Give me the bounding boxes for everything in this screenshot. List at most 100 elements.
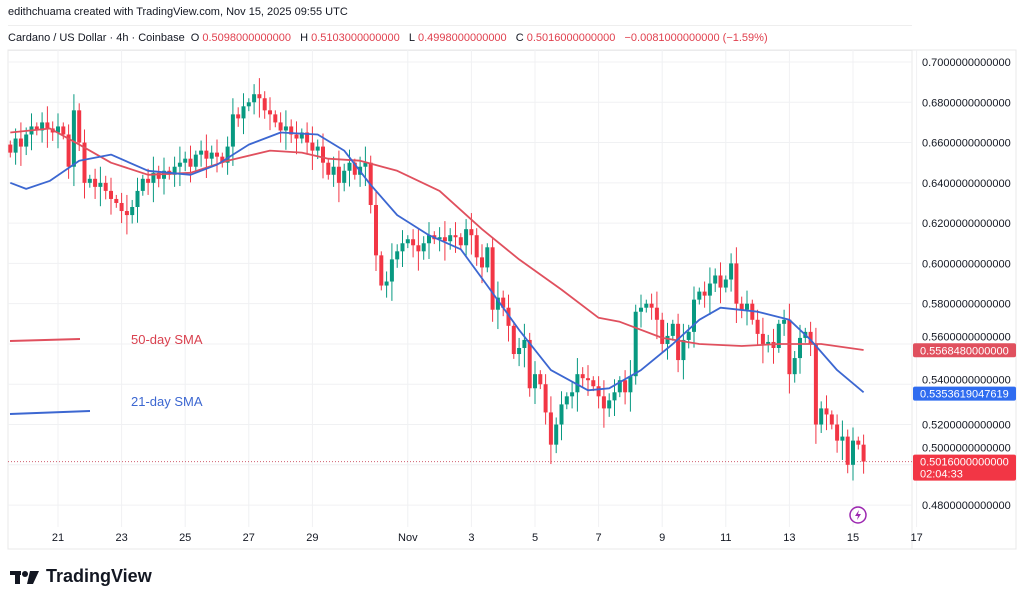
candle-body — [177, 162, 182, 167]
candle-up — [792, 351, 797, 383]
sma50-legend-label: 50-day SMA — [131, 332, 203, 347]
x-tick-label: 13 — [783, 532, 795, 544]
candle-up — [172, 156, 177, 187]
x-tick-label: 11 — [720, 532, 731, 544]
candle-up — [13, 128, 18, 165]
candle-up — [517, 337, 522, 367]
candle-down — [835, 414, 840, 453]
candle-down — [543, 374, 548, 425]
candle-up — [633, 304, 638, 385]
candle-down — [649, 293, 654, 320]
sma50-price-tag-bg — [913, 343, 1016, 358]
candle-up — [819, 401, 824, 433]
candle-body — [140, 178, 145, 191]
candle-down — [511, 321, 516, 359]
candle-up — [554, 417, 559, 454]
candle-up — [607, 393, 612, 417]
sma21-line — [9, 131, 865, 393]
candle-body — [480, 257, 484, 268]
candle-down — [305, 122, 310, 155]
price-axis: 0.7000000000000 0.6800000000000 0.66000000… — [922, 57, 1011, 512]
candle-down — [416, 229, 421, 271]
candle-body — [861, 444, 866, 462]
candle-up — [464, 219, 469, 258]
candle-body — [437, 237, 442, 240]
time-axis: 21 23 25 27 29 Nov 3 5 7 9 11 13 15 17 — [52, 532, 923, 544]
candle-up — [697, 287, 702, 305]
candle-body — [236, 114, 241, 119]
candle-body — [453, 235, 458, 238]
candle-body — [352, 162, 357, 175]
candle-down — [236, 107, 241, 127]
candle-body — [745, 303, 749, 310]
candle-up — [299, 128, 304, 144]
candle-up — [559, 391, 564, 441]
candle-up — [776, 319, 781, 353]
candle-down — [824, 395, 829, 431]
candle-up — [177, 146, 182, 187]
sma21-legend-label: 21-day SMA — [131, 394, 203, 409]
lightning-icon[interactable] — [849, 506, 867, 524]
candle-body — [559, 404, 564, 425]
candle-down — [268, 97, 272, 131]
candle-down — [379, 251, 384, 291]
candle-down — [474, 228, 479, 266]
candle-body — [225, 146, 230, 163]
x-tick-label: 9 — [659, 532, 665, 544]
candles — [8, 78, 866, 481]
candle-body — [660, 319, 665, 344]
candle-up — [199, 140, 204, 167]
candle-up — [29, 113, 34, 151]
candle-body — [146, 178, 151, 183]
ohlc-low: L 0.4998000000000 — [408, 32, 507, 44]
candle-up — [151, 156, 156, 203]
candle-down — [124, 194, 129, 235]
price-tags: 0.5568480000000 0.5353619047619 0.50160000… — [913, 343, 1016, 481]
y-tick-label: 0.7000000000000 — [922, 57, 1011, 69]
candle-body — [490, 247, 495, 310]
candle-down — [623, 370, 628, 405]
candle-down — [66, 124, 71, 179]
candle-body — [241, 106, 246, 119]
symbol-title[interactable]: Cardano / US Dollar · 4h · Coinbase — [8, 32, 185, 44]
sma21-price-tag: 0.5353619047619 — [920, 389, 1009, 401]
candle-body — [262, 98, 267, 111]
sma50-line — [10, 127, 864, 351]
candle-body — [554, 424, 559, 445]
candle-body — [845, 436, 850, 465]
candle-body — [183, 158, 188, 163]
candle-body — [77, 110, 82, 143]
candle-body — [607, 400, 612, 409]
candle-body — [617, 380, 622, 393]
candle-down — [204, 134, 209, 179]
candle-up — [495, 281, 500, 330]
candle-up — [252, 84, 257, 115]
y-tick-label: 0.6600000000000 — [922, 138, 1011, 150]
x-tick-label: Nov — [398, 532, 418, 544]
candle-up — [522, 323, 527, 368]
candle-body — [464, 229, 469, 246]
candle-body — [119, 202, 124, 212]
candle-up — [665, 322, 670, 360]
candle-up — [670, 319, 675, 341]
candle-body — [384, 281, 389, 286]
tradingview-wordmark: TradingView — [46, 566, 152, 586]
candle-body — [109, 190, 113, 199]
candle-body — [575, 374, 580, 393]
tradingview-logo[interactable]: TradingView — [10, 566, 152, 587]
x-tick-label: 23 — [115, 532, 127, 544]
candle-body — [405, 239, 410, 244]
candle-body — [570, 392, 575, 397]
legend-sma50-line — [9, 338, 81, 342]
candle-body — [851, 440, 855, 465]
candle-down — [188, 145, 193, 183]
x-tick-label: 29 — [306, 532, 318, 544]
candle-body — [421, 243, 426, 252]
candle-body — [601, 396, 606, 409]
candle-up — [405, 235, 410, 249]
y-tick-label: 0.4800000000000 — [922, 500, 1011, 512]
x-tick-label: 7 — [596, 532, 602, 544]
candle-down — [480, 244, 484, 284]
chart-frame — [7, 49, 1017, 550]
